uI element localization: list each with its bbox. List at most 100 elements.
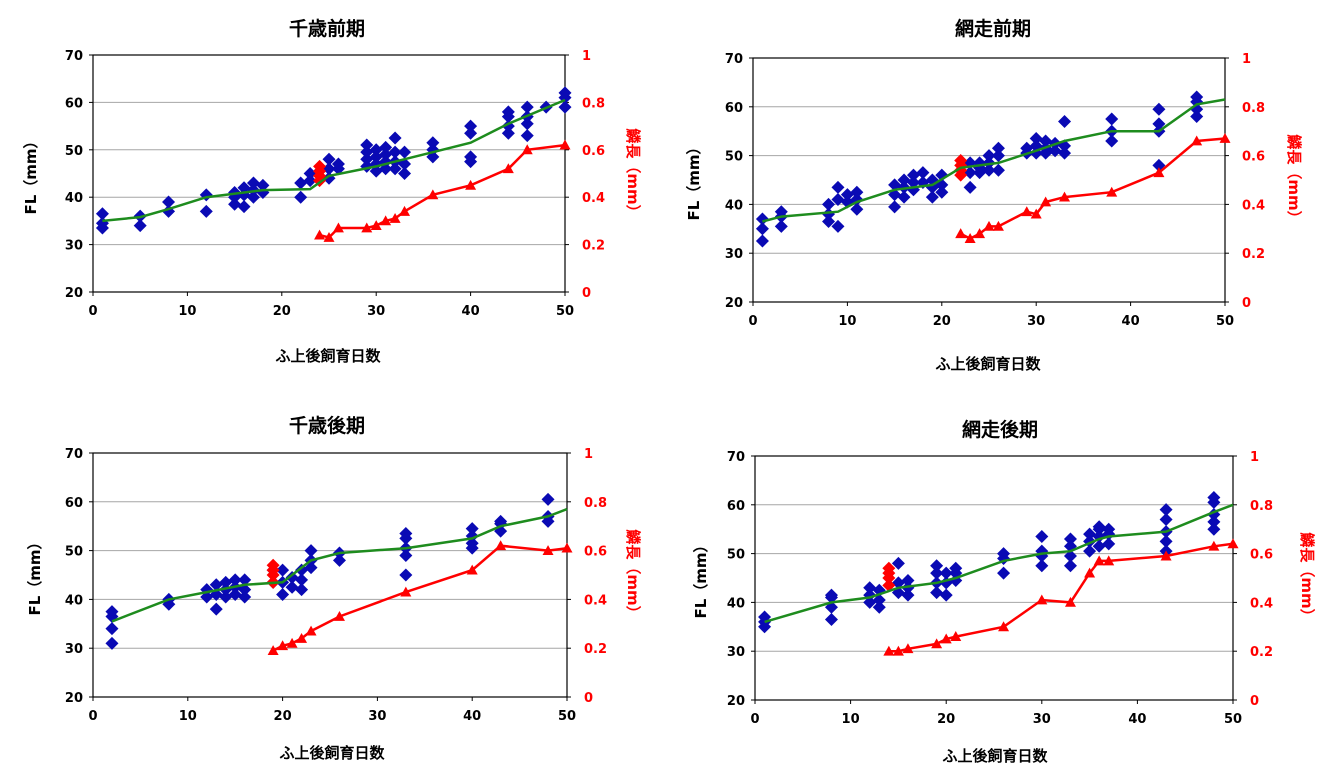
scale-length-line	[888, 542, 1234, 653]
scale-length-point	[1040, 196, 1052, 207]
scale-measured-point	[313, 159, 327, 173]
fl-point	[897, 190, 911, 204]
x-tick-label: 0	[88, 304, 97, 319]
fl-point	[398, 145, 412, 159]
y-tick-label: 40	[65, 593, 83, 608]
scale-length-point	[950, 631, 962, 641]
fl-point	[219, 575, 233, 589]
fl-trend-line	[102, 98, 566, 223]
fl-point	[822, 197, 836, 211]
x-tick-label: 50	[1224, 712, 1242, 727]
y2-tick-label: 0.4	[1242, 198, 1265, 213]
y-tick-label: 20	[65, 691, 83, 706]
scale-length-point	[1191, 135, 1203, 146]
fl-point	[906, 168, 920, 182]
fl-point	[219, 590, 233, 604]
fl-point	[558, 100, 572, 114]
x-tick-label: 50	[558, 709, 576, 724]
fl-point	[1029, 132, 1043, 146]
fl-point	[916, 166, 930, 180]
fl-point	[331, 157, 345, 171]
plot-area-frame	[754, 455, 1234, 701]
fl-point	[379, 140, 393, 154]
y-tick-label: 50	[65, 144, 83, 159]
fl-point	[1035, 559, 1049, 573]
scale-length-point	[983, 220, 995, 231]
chart-chitose-early: 千歳前期 ふ上後飼育日数 FL（mm） 鱗長（mm） 20 30 40 50 60 70 0…	[22, 17, 642, 365]
fl-point	[558, 86, 572, 100]
plot-area-frame	[752, 57, 1226, 303]
fl-point	[755, 212, 769, 226]
fl-point	[939, 588, 953, 602]
y2-tick-label: 0.6	[584, 545, 607, 560]
fl-point	[295, 563, 309, 577]
y-tick-label: 70	[65, 49, 83, 64]
x-tick-label: 50	[1216, 314, 1234, 329]
chart-title: 網走前期	[955, 17, 1031, 40]
fl-point	[872, 593, 886, 607]
y2-tick-label: 0	[1242, 296, 1251, 311]
fl-point	[304, 544, 318, 558]
fl-point	[824, 588, 838, 602]
y2-tick-label: 0.8	[582, 96, 605, 111]
fl-point	[276, 588, 290, 602]
fl-point	[285, 570, 299, 584]
fl-point	[237, 200, 251, 214]
fl-point	[1063, 549, 1077, 563]
chart-title: 千歳後期	[289, 414, 365, 437]
fl-point	[1207, 490, 1221, 504]
x-tick-label: 40	[462, 304, 480, 319]
x-tick-label: 20	[933, 314, 951, 329]
y2-tick-label: 0	[1250, 694, 1259, 709]
fl-point	[1092, 520, 1106, 534]
fl-point	[1048, 144, 1062, 158]
fl-point	[294, 176, 308, 190]
fl-point	[930, 566, 944, 580]
scale-length-point	[277, 640, 289, 651]
fl-point	[963, 166, 977, 180]
x-tick-label: 0	[88, 709, 97, 724]
x-tick-label: 20	[273, 304, 291, 319]
y-tick-label: 50	[725, 150, 743, 165]
fl-point	[1083, 527, 1097, 541]
fl-point	[162, 195, 176, 209]
y2-tick-label: 0.8	[1242, 101, 1265, 116]
fl-point	[1035, 530, 1049, 544]
scale-length-point	[1093, 555, 1105, 566]
fl-point	[520, 100, 534, 114]
fl-point	[1105, 112, 1119, 126]
scale-length-point	[561, 542, 573, 553]
fl-point	[774, 205, 788, 219]
scale-length-line	[319, 143, 566, 239]
scale-length-point	[495, 540, 507, 551]
fl-point	[322, 162, 336, 176]
y-tick-label: 20	[727, 694, 745, 709]
fl-point	[1092, 539, 1106, 553]
fl-point	[997, 547, 1011, 561]
x-tick-label: 40	[1128, 712, 1146, 727]
y2-tick-label: 0.2	[1242, 247, 1265, 262]
y-tick-label: 20	[725, 296, 743, 311]
fl-point	[1159, 534, 1173, 548]
fl-point	[1039, 134, 1053, 148]
y2-tick-label: 0.6	[1250, 548, 1273, 563]
fl-point	[824, 612, 838, 626]
fl-point	[388, 162, 402, 176]
fl-point	[303, 174, 317, 188]
fl-point	[465, 522, 479, 536]
fl-point	[930, 586, 944, 600]
y-tick-label: 40	[725, 198, 743, 213]
fl-point	[925, 190, 939, 204]
scale-length-point	[267, 645, 279, 656]
chart-abashiri-late: 網走後期 ふ上後飼育日数 FL（mm） 鱗長（mm） 20 30 40 50 60 70 0…	[692, 418, 1316, 765]
fl-point	[963, 180, 977, 194]
y-tick-label: 50	[65, 545, 83, 560]
scale-length-point	[542, 545, 554, 555]
y-tick-label: 50	[727, 548, 745, 563]
fl-point	[1105, 134, 1119, 148]
x-tick-label: 30	[1027, 314, 1045, 329]
y2-tick-label: 1	[1242, 52, 1251, 67]
scale-length-point	[974, 228, 986, 239]
fl-point	[1159, 512, 1173, 526]
y2-tick-label: 0.2	[584, 642, 607, 657]
